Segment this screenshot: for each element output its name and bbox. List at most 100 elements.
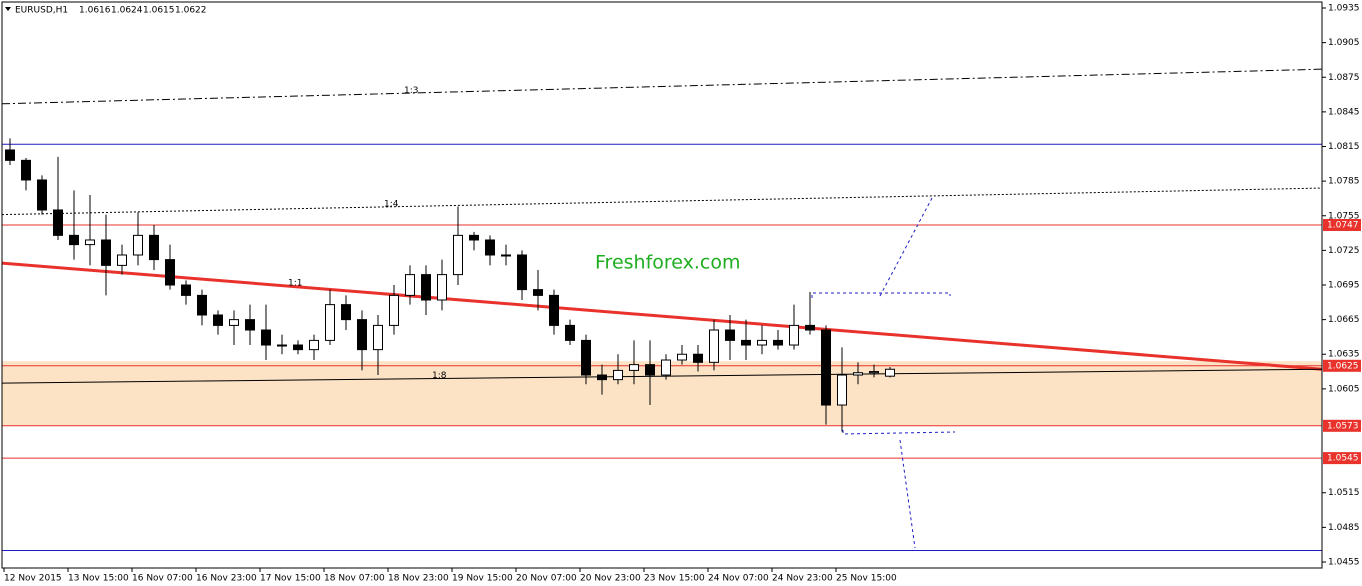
candle-body: [581, 339, 591, 376]
candle-body: [277, 344, 287, 347]
candle-body: [389, 294, 399, 326]
x-tick-label: 23 Nov 15:00: [644, 574, 705, 584]
candle-body: [149, 234, 159, 261]
candle-body: [453, 234, 463, 276]
level-label-bg: [1323, 452, 1361, 465]
header-low: 1.0615: [143, 6, 175, 16]
y-tick-label: 1.0695: [1328, 281, 1360, 291]
candle-body: [437, 274, 447, 301]
x-tick-label: 17 Nov 15:00: [260, 574, 321, 584]
projection-box: [842, 430, 956, 435]
candle-body: [677, 353, 687, 361]
level-label: 1.0747: [1327, 220, 1359, 230]
x-tick-label: 20 Nov 07:00: [516, 574, 577, 584]
trendline: [1, 187, 1323, 216]
candle-body: [517, 254, 527, 291]
x-tick-label: 16 Nov 23:00: [196, 574, 257, 584]
x-tick-label: 16 Nov 07:00: [132, 574, 193, 584]
y-tick-label: 1.0635: [1328, 350, 1360, 360]
projection-line: [899, 439, 916, 549]
candle-body: [21, 159, 31, 181]
plot-area: [2, 2, 1322, 568]
menu-arrow: [5, 7, 11, 11]
x-tick-label: 12 Nov 2015: [4, 574, 62, 584]
candle-body: [261, 329, 271, 346]
symbol: EURUSD,H1: [15, 6, 68, 16]
y-tick-label: 1.0455: [1328, 557, 1360, 567]
candle-body: [533, 289, 543, 296]
candle-body: [229, 319, 239, 326]
candle-body: [869, 371, 879, 374]
y-tick-label: 1.0485: [1328, 523, 1360, 533]
candle-body: [725, 329, 735, 341]
x-tick-label: 18 Nov 23:00: [388, 574, 449, 584]
axis-layer: 1.0747 1.0625 1.0573 1.0545 1.0935 1.0905 1.08…: [3, 4, 1361, 584]
trendline-label: 1:3: [404, 86, 418, 96]
candle-body: [805, 324, 815, 331]
trendline: [1, 68, 1323, 105]
candle-body: [85, 239, 95, 246]
trendline-label: 1:8: [432, 371, 447, 381]
y-tick-label: 1.0665: [1328, 315, 1360, 325]
candle-body: [773, 339, 783, 346]
candle-body: [373, 324, 383, 351]
level-label: 1.0625: [1327, 361, 1359, 371]
candle-body: [821, 329, 831, 406]
header-close: 1.0622: [175, 6, 207, 16]
level-label: 1.0545: [1327, 454, 1359, 464]
trendline: [1, 368, 1323, 384]
candle-body: [613, 369, 623, 381]
candle-body: [853, 372, 863, 376]
candle-body: [357, 319, 367, 351]
trendline: [1, 261, 1323, 371]
level-label-bg: [1323, 218, 1361, 231]
candle-body: [469, 234, 479, 241]
candle-body: [645, 364, 655, 376]
candle-body: [69, 234, 79, 246]
candle-body: [741, 339, 751, 346]
candle-body: [789, 324, 799, 346]
y-tick-label: 1.0875: [1328, 73, 1360, 83]
candle-body: [325, 304, 335, 341]
x-tick-label: 24 Nov 07:00: [708, 574, 769, 584]
candle-body: [341, 304, 351, 321]
candle-body: [293, 344, 303, 351]
x-tick-label: 20 Nov 23:00: [580, 574, 641, 584]
candle-body: [709, 329, 719, 363]
candle-body: [597, 374, 607, 381]
y-tick-label: 1.0815: [1328, 142, 1360, 152]
candle-body: [501, 254, 511, 257]
projection-line: [879, 197, 933, 297]
candle-body: [565, 324, 575, 341]
candle-body: [5, 149, 15, 161]
projection-lines: [811, 197, 956, 549]
y-tick-label: 1.0605: [1328, 384, 1360, 394]
y-tick-label: 1.0935: [1328, 4, 1360, 14]
candle-body: [421, 274, 431, 301]
candle-body: [837, 374, 847, 406]
x-tick-label: 24 Nov 23:00: [772, 574, 833, 584]
x-tick-label: 19 Nov 15:00: [452, 574, 513, 584]
mark-layer: [5, 138, 895, 432]
candle-body: [117, 254, 127, 266]
candle-body: [197, 294, 207, 316]
header-high: 1.0624: [111, 6, 143, 16]
candle-body: [245, 319, 255, 331]
candle-body: [165, 259, 175, 286]
candle-body: [885, 368, 895, 377]
x-tick-label: 18 Nov 07:00: [324, 574, 385, 584]
candle-body: [181, 284, 191, 296]
level-label: 1.0573: [1327, 421, 1359, 431]
candle-body: [405, 274, 415, 296]
candle-body: [53, 209, 63, 236]
watermark: Freshforex.com: [595, 252, 741, 274]
candle-body: [549, 294, 559, 326]
y-tick-label: 1.0785: [1328, 177, 1360, 187]
candle-body: [693, 353, 703, 363]
y-tick-label: 1.0515: [1328, 488, 1360, 498]
trendline-label: 1:4: [384, 199, 399, 209]
y-tick-label: 1.0755: [1328, 211, 1360, 221]
header-open: 1.0616: [79, 6, 111, 16]
candle-body: [37, 179, 47, 211]
x-tick-label: 13 Nov 15:00: [68, 574, 129, 584]
